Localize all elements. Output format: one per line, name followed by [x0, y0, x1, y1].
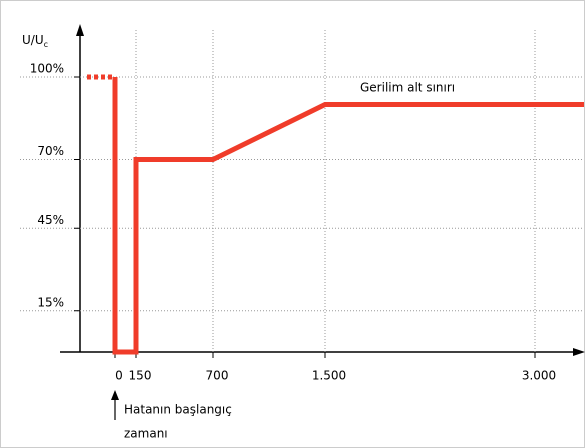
annotation: zamanı [124, 427, 168, 441]
y-tick-label: 15% [37, 295, 64, 309]
annotation: Hatanın başlangıç [124, 403, 232, 417]
annotation: Gerilim alt sınırı [360, 81, 455, 95]
x-tick-label: 0 [115, 369, 123, 383]
y-tick-label: 100% [30, 62, 64, 76]
y-tick-label: 70% [37, 144, 64, 158]
arrow-head [111, 390, 119, 400]
y-axis-label: U/Uc [22, 33, 48, 49]
y-tick-label: 45% [37, 213, 64, 227]
x-tick-label: 700 [206, 369, 229, 383]
x-tick-label: 3.000 [522, 369, 556, 383]
y-label-main: U/U [22, 33, 44, 47]
line [112, 77, 584, 355]
x-axis-arrow [573, 348, 585, 356]
x-tick-label: 1.500 [312, 369, 346, 383]
y-label-sub: c [44, 40, 48, 49]
y-axis-arrow [76, 24, 84, 36]
x-tick-label: 150 [129, 369, 152, 383]
